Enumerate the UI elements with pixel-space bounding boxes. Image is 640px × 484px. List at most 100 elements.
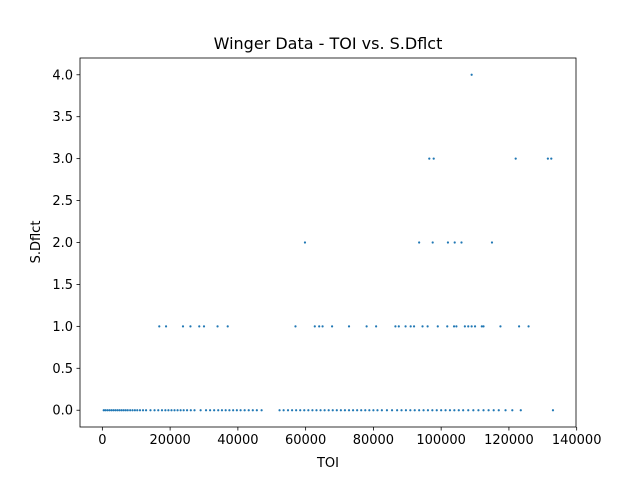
data-point	[431, 241, 434, 244]
data-point	[380, 409, 383, 412]
data-point	[235, 409, 238, 412]
data-point	[114, 409, 117, 412]
data-point	[470, 325, 473, 328]
data-point	[462, 409, 465, 412]
data-point	[318, 325, 321, 328]
data-point	[375, 325, 378, 328]
data-point	[294, 325, 297, 328]
data-point	[356, 409, 359, 412]
data-point	[418, 409, 421, 412]
data-point	[426, 409, 430, 412]
y-tick-label: 2.0	[52, 236, 73, 251]
data-point	[144, 409, 148, 412]
y-tick-label: 3.5	[52, 110, 73, 125]
data-point	[181, 325, 185, 328]
data-point	[133, 409, 136, 412]
data-point	[307, 409, 310, 412]
x-tick-label: 100000	[416, 433, 466, 448]
data-point	[282, 409, 285, 412]
data-point	[141, 409, 145, 412]
data-point	[446, 325, 449, 328]
data-point	[467, 325, 470, 328]
data-point	[232, 409, 235, 412]
data-point	[409, 325, 412, 328]
data-point	[446, 241, 450, 244]
data-point	[193, 409, 196, 412]
data-point	[204, 409, 208, 412]
data-point	[160, 409, 164, 412]
data-point	[428, 157, 431, 160]
data-point	[394, 325, 397, 328]
data-point	[517, 325, 521, 328]
data-point	[126, 409, 129, 412]
data-point	[453, 409, 456, 412]
data-point	[303, 241, 307, 244]
data-point	[347, 325, 351, 328]
data-point	[149, 409, 152, 412]
data-point	[457, 409, 460, 412]
data-point	[546, 157, 549, 160]
y-axis-label: S.Dflct	[29, 221, 44, 264]
data-point	[453, 241, 456, 244]
data-point	[290, 409, 294, 412]
data-point	[199, 409, 202, 412]
data-point	[422, 409, 425, 412]
data-point	[164, 325, 168, 328]
data-point	[112, 409, 115, 412]
data-point	[467, 409, 470, 412]
data-point	[477, 409, 480, 412]
data-point	[110, 409, 113, 412]
data-point	[436, 325, 439, 328]
data-point	[514, 157, 517, 160]
data-point	[198, 325, 201, 328]
x-tick-label: 80000	[353, 433, 394, 448]
data-point	[303, 409, 306, 412]
y-tick-label: 0.5	[52, 362, 73, 377]
data-point	[455, 325, 458, 328]
data-point	[482, 409, 485, 412]
data-point	[173, 409, 176, 412]
data-point	[376, 409, 379, 412]
data-point	[335, 409, 338, 412]
x-tick-label: 120000	[484, 433, 534, 448]
data-point	[432, 157, 435, 160]
data-point	[243, 409, 246, 412]
x-tick-label: 60000	[285, 433, 326, 448]
y-tick-label: 0.0	[52, 404, 73, 419]
data-point	[404, 325, 407, 328]
data-point	[118, 409, 121, 412]
data-point	[176, 409, 179, 412]
data-point	[487, 409, 490, 412]
data-point	[138, 409, 142, 412]
data-point	[153, 409, 156, 412]
data-point	[397, 325, 400, 328]
data-point	[470, 73, 473, 76]
data-point	[331, 409, 334, 412]
data-point	[482, 325, 485, 328]
data-point	[343, 409, 347, 412]
data-point	[472, 409, 475, 412]
data-point	[216, 325, 219, 328]
plot-area: 0 20000 40000 60000 80000 100000 120000 140000 0…	[52, 57, 601, 448]
data-point	[448, 409, 452, 412]
data-point	[413, 409, 416, 412]
data-point	[497, 409, 500, 412]
data-point	[255, 409, 258, 412]
data-point	[473, 325, 477, 328]
x-tick-label: 20000	[149, 433, 190, 448]
data-point	[351, 409, 355, 412]
data-point	[435, 409, 438, 412]
data-point	[519, 409, 522, 412]
data-point	[122, 409, 125, 412]
data-point	[368, 409, 371, 412]
data-point	[251, 409, 254, 412]
chart-title: Winger Data - TOI vs. S.Dflct	[214, 34, 443, 53]
data-point	[202, 325, 206, 328]
data-point	[179, 409, 182, 412]
data-point	[364, 409, 367, 412]
data-point	[189, 409, 192, 412]
data-point	[460, 241, 463, 244]
data-point	[226, 325, 229, 328]
data-point	[311, 409, 314, 412]
